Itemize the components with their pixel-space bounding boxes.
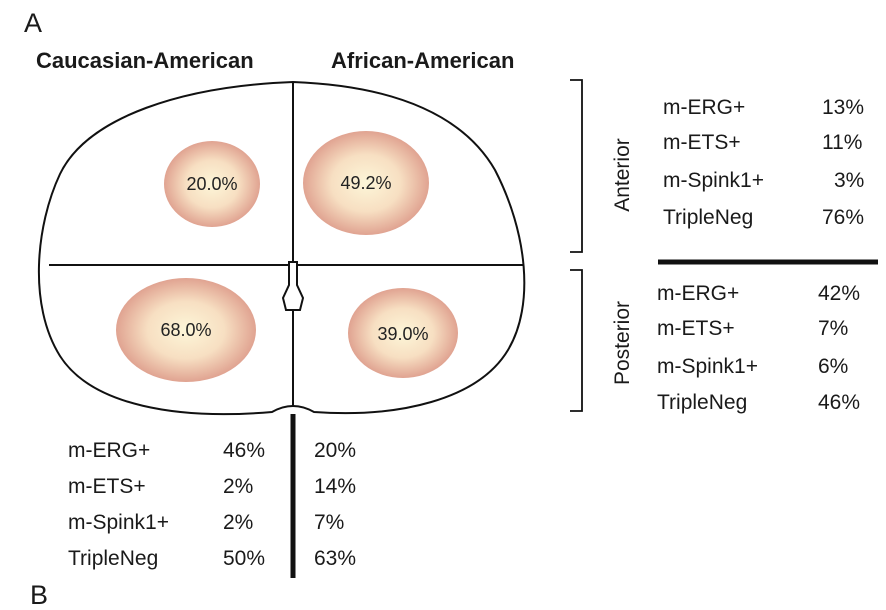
- ethnicity-value-caucasian: 46%: [223, 439, 266, 462]
- anterior-row-value: 13%: [822, 96, 865, 119]
- posterior-row-value: 42%: [818, 282, 861, 305]
- bracket-posterior: [570, 269, 583, 412]
- ethnicity-value-african: 20%: [314, 439, 357, 462]
- bracket-anterior: [570, 79, 583, 253]
- anterior-row-value: 3%: [834, 169, 865, 192]
- zone-label-anterior-caucasian: 20.0%: [186, 174, 237, 194]
- anterior-row-label: m-ERG+: [663, 96, 746, 119]
- zone-posterior-african: [348, 288, 458, 378]
- header-caucasian-american: Caucasian-American: [36, 48, 254, 73]
- anterior-row-label: m-ETS+: [663, 131, 741, 154]
- anterior-row-label: TripleNeg: [663, 206, 754, 229]
- region-label-anterior: Anterior: [611, 138, 634, 212]
- figure-panel-a: A B Caucasian-American African-American …: [24, 8, 878, 609]
- prostate-outline: [37, 80, 526, 416]
- panel-label-a: A: [24, 8, 43, 38]
- ethnicity-value-caucasian: 2%: [223, 475, 254, 498]
- anterior-row-value: 76%: [822, 206, 865, 229]
- posterior-row-label: m-Spink1+: [657, 355, 758, 378]
- posterior-row-value: 6%: [818, 355, 849, 378]
- posterior-row-label: TripleNeg: [657, 391, 748, 414]
- posterior-row-value: 46%: [818, 391, 861, 414]
- posterior-row-value: 7%: [818, 317, 849, 340]
- zone-anterior-caucasian: [164, 141, 260, 227]
- ethnicity-value-african: 7%: [314, 511, 345, 534]
- ethnicity-value-caucasian: 50%: [223, 547, 266, 570]
- prostate-diagram: 20.0% 49.2% 68.0% 39.0%: [37, 79, 878, 578]
- region-label-posterior: Posterior: [611, 300, 634, 386]
- ethnicity-value-african: 14%: [314, 475, 357, 498]
- posterior-row-label: m-ERG+: [657, 282, 740, 305]
- zone-anterior-african: [303, 131, 429, 235]
- ethnicity-row-label: m-ERG+: [68, 439, 151, 462]
- anterior-row-value: 11%: [822, 131, 863, 154]
- zone-posterior-caucasian: [116, 278, 256, 382]
- ethnicity-row-label: m-ETS+: [68, 475, 146, 498]
- zone-label-posterior-african: 39.0%: [377, 324, 428, 344]
- zone-label-anterior-african: 49.2%: [340, 173, 391, 193]
- ethnicity-value-african: 63%: [314, 547, 357, 570]
- ethnicity-value-caucasian: 2%: [223, 511, 254, 534]
- anterior-row-label: m-Spink1+: [663, 169, 764, 192]
- header-african-american: African-American: [331, 48, 515, 73]
- zone-label-posterior-caucasian: 68.0%: [160, 320, 211, 340]
- ethnicity-row-label: TripleNeg: [68, 547, 159, 570]
- posterior-row-label: m-ETS+: [657, 317, 735, 340]
- ethnicity-row-label: m-Spink1+: [68, 511, 169, 534]
- urethra-shape: [281, 261, 305, 311]
